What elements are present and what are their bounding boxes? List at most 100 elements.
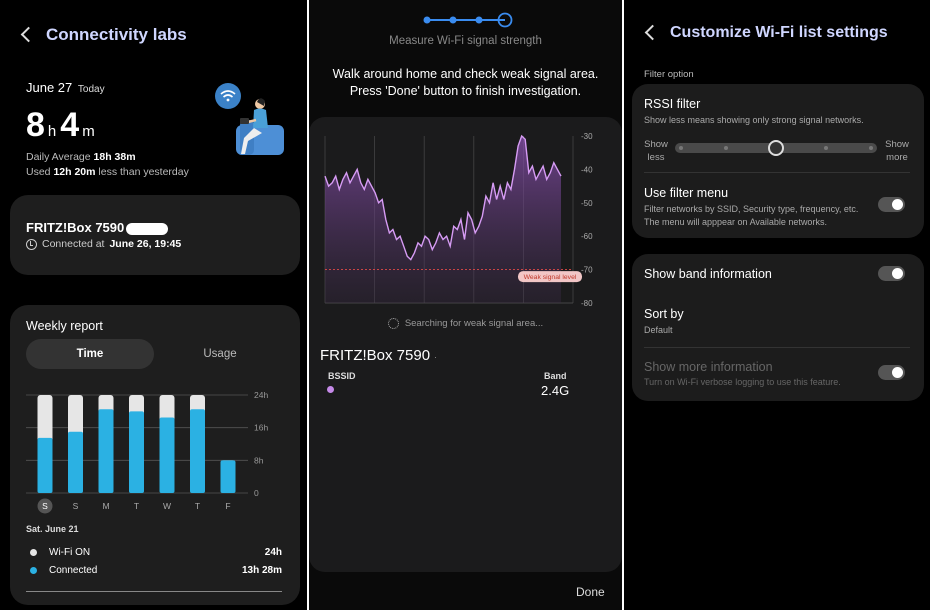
tab-time[interactable]: Time — [26, 339, 154, 369]
legend-value: 24h — [264, 547, 282, 558]
searching-text: Searching for weak signal area... — [404, 318, 544, 329]
network-name: FRITZ!Box 7590 — [26, 220, 169, 235]
legend-label: Connected — [49, 565, 98, 576]
done-button[interactable]: Done — [576, 585, 605, 599]
slider-tick — [869, 146, 873, 150]
minutes-value: 4 — [60, 106, 80, 144]
signal-line — [324, 134, 562, 261]
used-summary: Used 12h 20m less than yesterday — [26, 166, 189, 178]
weekly-bar-chart: 24h 16h 8h 0 S S M T W T F — [26, 390, 268, 514]
threshold-label-bg — [518, 271, 582, 283]
searching-status: Searching for weak signal area... — [309, 318, 622, 329]
show-more-label: Show more — [885, 139, 909, 163]
back-arrow-icon[interactable] — [20, 24, 32, 46]
slider-tick — [724, 146, 728, 150]
used-suffix: less than yesterday — [98, 166, 189, 178]
redacted-mark: · — [434, 353, 437, 362]
network-card[interactable] — [10, 195, 300, 275]
x-tick-label: T — [134, 501, 139, 511]
selected-day-marker — [37, 498, 53, 514]
bar-connected — [98, 409, 114, 493]
slider-tick — [679, 146, 683, 150]
filter-group — [632, 84, 924, 238]
y-tick-label: 0 — [254, 488, 259, 498]
y-tick-label: -70 — [581, 266, 593, 275]
weekly-report-title: Weekly report — [26, 319, 103, 333]
legend-wifi-on: Wi-Fi ON 24h — [30, 547, 282, 558]
y-tick-label: -30 — [581, 132, 593, 141]
step-indicator — [423, 12, 513, 28]
person-with-wifi-illustration — [215, 83, 284, 155]
daily-average-label: Daily Average — [26, 151, 91, 163]
legend-dot — [30, 567, 37, 574]
legend-value: 13h 28m — [241, 565, 282, 576]
y-tick-label: -50 — [581, 199, 593, 208]
used-label: Used — [26, 166, 51, 178]
x-tick-label: T — [195, 501, 200, 511]
date-value: June 27 — [26, 80, 73, 95]
filter-menu-subtitle: Filter networks by SSID, Security type, … — [644, 204, 859, 227]
instructions: Walk around home and check weak signal a… — [309, 66, 622, 100]
threshold-label: Weak signal level — [524, 274, 577, 281]
tab-usage[interactable]: Usage — [203, 348, 237, 360]
redacted-mark — [126, 222, 169, 235]
divider — [644, 347, 910, 348]
y-tick-label: 8h — [254, 455, 264, 465]
header: Customize Wi-Fi list settings — [644, 22, 888, 44]
band-info-toggle[interactable] — [878, 266, 905, 281]
bar-connected — [159, 417, 175, 493]
more-info-title: Show more information — [644, 360, 773, 374]
slider-tick — [824, 146, 828, 150]
filter-menu-title: Use filter menu — [644, 186, 729, 200]
band-value: 2.4G — [541, 383, 570, 398]
connected-info: Connected at June 26, 19:45 — [26, 238, 181, 250]
bar-connected — [190, 409, 205, 493]
instruction-line: Press 'Done' button to finish investigat… — [349, 84, 582, 98]
x-tick-label: S — [42, 501, 48, 511]
y-tick-label: -80 — [581, 299, 593, 308]
network-name-text: FRITZ!Box 7590 — [26, 220, 125, 235]
bar-connected — [220, 460, 236, 493]
section-label: Filter option — [644, 69, 694, 80]
today-label: Today — [77, 84, 105, 95]
y-tick-label: -40 — [581, 165, 593, 174]
clock-icon — [26, 238, 37, 250]
sort-by-title[interactable]: Sort by — [644, 307, 684, 321]
page-title: Connectivity labs — [46, 25, 187, 44]
bar-connected — [68, 431, 83, 493]
band-label: Band — [544, 371, 567, 381]
x-tick-label: W — [163, 501, 171, 511]
daily-average: Daily Average 18h 38m — [26, 151, 136, 163]
connected-value: June 26, 19:45 — [109, 238, 182, 250]
more-info-subtitle: Turn on Wi-Fi verbose logging to use thi… — [644, 377, 841, 387]
filter-menu-toggle[interactable] — [878, 197, 905, 212]
bssid-label: BSSID — [328, 371, 356, 381]
rssi-filter-title: RSSI filter — [644, 97, 701, 111]
divider — [644, 172, 910, 173]
band-info-title: Show band information — [644, 267, 772, 281]
daily-average-value: 18h 38m — [93, 151, 136, 163]
y-tick-label: 16h — [254, 423, 268, 433]
bar-connected — [37, 437, 53, 493]
more-info-toggle[interactable] — [878, 365, 905, 380]
network-name-text: FRITZ!Box 7590 — [320, 347, 431, 364]
used-value: 12h 20m — [53, 166, 96, 178]
hours-value: 8 — [26, 106, 45, 144]
hours-unit: h — [47, 123, 57, 140]
display-group — [632, 254, 924, 401]
connected-label: Connected at — [42, 238, 105, 250]
show-less-label: Show less — [644, 139, 668, 163]
x-tick-label: S — [73, 501, 79, 511]
spinner-icon — [387, 318, 399, 329]
rssi-filter-subtitle: Show less means showing only strong sign… — [644, 115, 864, 125]
instruction-line: Walk around home and check weak signal a… — [332, 67, 599, 81]
back-arrow-icon[interactable] — [644, 22, 656, 44]
rssi-slider-thumb[interactable] — [768, 140, 784, 156]
header: Connectivity labs — [20, 24, 187, 46]
minutes-unit: m — [82, 123, 95, 140]
page-title: Customize Wi-Fi list settings — [670, 24, 888, 41]
weekly-tabs: Time Usage — [26, 339, 284, 369]
signal-area — [325, 136, 561, 303]
